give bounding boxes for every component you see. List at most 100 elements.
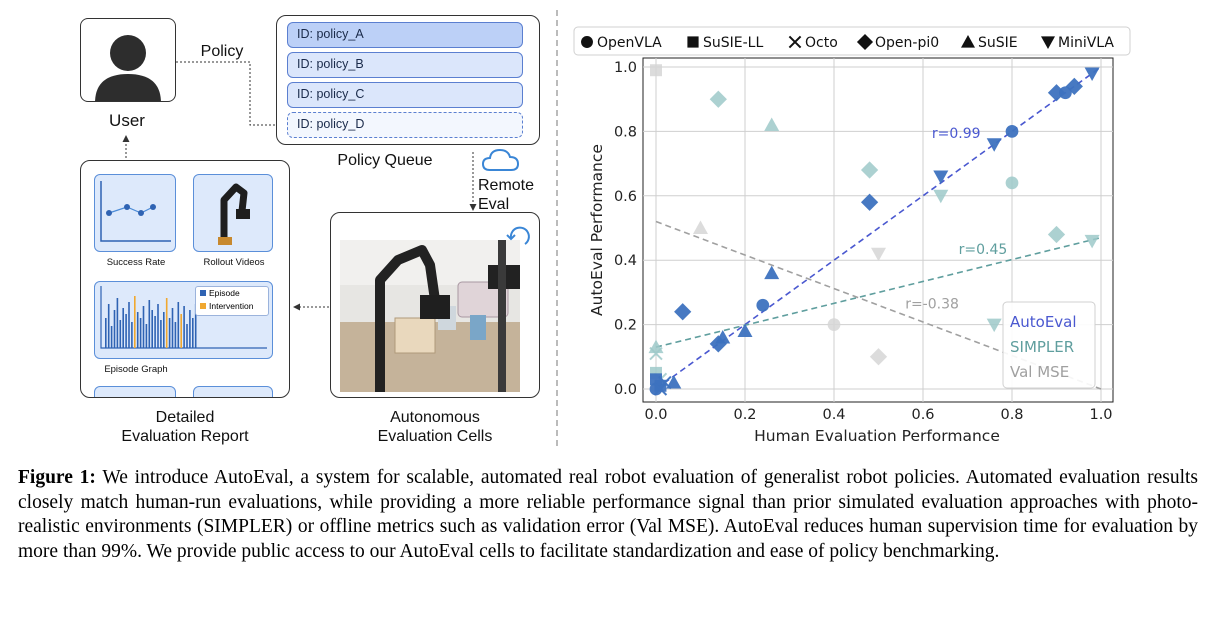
- autoeval-point: [860, 193, 879, 211]
- episode-graph-bars: [100, 286, 267, 349]
- val-mse-point: [827, 318, 841, 331]
- simpler-point: [1047, 225, 1066, 244]
- episode-bar: [119, 320, 122, 348]
- episode-bar: [128, 302, 130, 348]
- simpler-point: [649, 346, 663, 361]
- simpler-point: [1005, 176, 1019, 190]
- x-axis-label: Human Evaluation Performance: [754, 427, 1000, 445]
- episode-bar: [160, 320, 162, 348]
- episode-bar: [174, 322, 177, 348]
- correlation-chart: r=0.99 r=0.45 r=-0.38 0.0 0.2 0.4 0.6 0.8 1.0 0.…: [573, 26, 1131, 445]
- simpler-r-label: r=0.45: [959, 242, 1008, 258]
- autoeval-point: [1084, 67, 1100, 81]
- legend-entry-label: Open-pi0: [875, 35, 939, 51]
- policy-item-b: ID: policy_B: [287, 52, 523, 78]
- autoeval-point: [650, 373, 662, 386]
- success-rate-label: Success Rate: [106, 257, 166, 268]
- user-avatar: [80, 18, 176, 102]
- panel-divider: [556, 10, 558, 446]
- y-tick-label: 1.0: [614, 60, 637, 76]
- autoeval-point: [933, 170, 949, 184]
- caption-label: Figure 1:: [18, 467, 96, 488]
- legend-episode: Episode: [200, 287, 268, 300]
- autoeval-point: [666, 375, 682, 389]
- cells-label: Autonomous Evaluation Cells: [377, 409, 493, 445]
- x-tick-label: 0.2: [733, 407, 756, 423]
- report-card-bottom-right: [193, 386, 273, 397]
- rollout-videos-label: Rollout Videos: [203, 257, 265, 268]
- episode-bar: [116, 298, 119, 348]
- legend-entry-label: Octo: [805, 35, 838, 51]
- episode-bar: [180, 314, 182, 348]
- diagram: User Policy ID: policy_A ID: policy_B ID…: [0, 0, 560, 450]
- success-rate-chart-icon: [100, 181, 171, 242]
- refresh-icon: [506, 226, 530, 245]
- legend-diamond-marker: [856, 33, 874, 51]
- legend-intervention: Intervention: [200, 300, 268, 313]
- caption-text: We introduce AutoEval, a system for scal…: [18, 467, 1198, 562]
- policy-arrow-label: Policy: [200, 43, 244, 60]
- episode-bar: [125, 314, 127, 348]
- figure-caption: Figure 1: We introduce AutoEval, a syste…: [18, 466, 1198, 564]
- autoeval-point: [674, 303, 692, 321]
- episode-bar: [139, 318, 142, 348]
- episode-bar: [168, 318, 171, 348]
- autoeval-fit-line: [655, 66, 1102, 390]
- x-tick-label: 0.4: [822, 407, 845, 423]
- diagram-connectors: [122, 61, 477, 311]
- legend-circle-marker: [581, 36, 593, 48]
- episode-bar: [151, 310, 153, 348]
- user-icon: [95, 35, 161, 101]
- simpler-point: [986, 318, 1002, 333]
- method-legend-label: Val MSE: [1010, 363, 1069, 381]
- marker-legend: [573, 26, 1131, 56]
- x-tick-label: 0.6: [911, 407, 934, 423]
- autoeval-point: [986, 138, 1002, 152]
- val-mse-r-label: r=-0.38: [905, 297, 959, 313]
- report-card-bottom-left: [94, 386, 176, 397]
- episode-graph-card: Episode Intervention: [94, 281, 273, 359]
- episode-bar: [105, 318, 107, 348]
- policy-queue-title: Policy Queue: [337, 152, 433, 169]
- episode-bar: [122, 308, 124, 348]
- autoeval-point: [737, 323, 753, 338]
- autoeval-point: [653, 382, 668, 396]
- legend-entry-label: OpenVLA: [597, 35, 662, 51]
- legend-entry-label: SuSIE: [978, 35, 1018, 51]
- success-rate-card: [94, 174, 176, 252]
- val-mse-point: [693, 220, 708, 234]
- autoeval-point: [756, 298, 770, 312]
- autoeval-point: [1065, 77, 1083, 95]
- episode-bar: [134, 296, 136, 348]
- report-title: Detailed Evaluation Report: [121, 409, 249, 445]
- x-tick-label: 1.0: [1089, 407, 1112, 423]
- rollout-videos-card: [193, 174, 273, 252]
- episode-bar: [186, 324, 188, 348]
- report-panel: Success Rate Rollout Videos Episode Inte…: [80, 160, 290, 398]
- episode-bar: [110, 326, 113, 348]
- autoeval-r-label: r=0.99: [932, 126, 981, 142]
- legend-entry-label: SuSIE-LL: [703, 35, 763, 51]
- y-tick-label: 0.4: [614, 253, 637, 269]
- episode-bar: [148, 300, 151, 348]
- y-tick-label: 0.0: [614, 382, 637, 398]
- val-mse-point: [869, 348, 888, 366]
- policy-item-a: ID: policy_A: [287, 22, 523, 48]
- method-legend: [1002, 301, 1096, 389]
- simpler-fit-line: [655, 236, 1102, 348]
- simpler-point: [709, 90, 727, 108]
- method-legend-label: SIMPLER: [1010, 338, 1074, 356]
- episode-bar: [142, 306, 145, 348]
- episode-bar: [189, 310, 191, 348]
- user-label: User: [109, 111, 145, 130]
- policy-item-d: ID: policy_D: [287, 112, 523, 138]
- policy-arrow: [176, 61, 287, 129]
- episode-graph-legend: Episode Intervention: [195, 286, 269, 316]
- episode-bar: [171, 308, 174, 348]
- episode-bar: [177, 302, 180, 348]
- simpler-point: [933, 189, 949, 204]
- episode-bar: [131, 322, 133, 348]
- episode-bar: [145, 324, 148, 348]
- robot-arm-icon: [218, 183, 250, 245]
- episode-bar: [154, 316, 156, 348]
